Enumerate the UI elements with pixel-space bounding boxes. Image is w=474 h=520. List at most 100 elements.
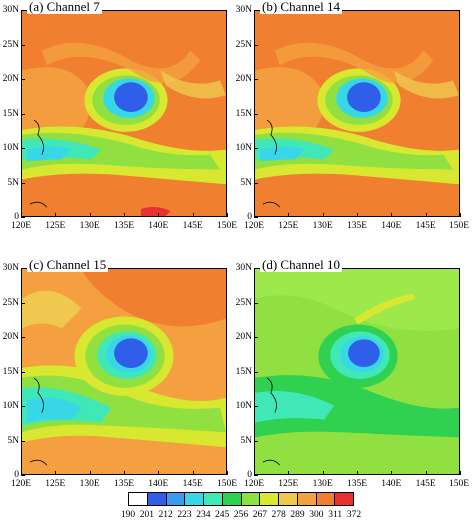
colorbar-swatch (260, 493, 279, 505)
y-tick-label: 5N (7, 177, 19, 188)
x-tick-label: 130E (312, 221, 333, 231)
x-tick-label: 150E (216, 221, 238, 231)
x-tick-label: 120E (243, 479, 265, 489)
y-tick-label: 25N (2, 297, 19, 308)
x-tick (192, 471, 194, 475)
colorbar-label: 201 (139, 510, 154, 520)
x-tick (322, 471, 324, 475)
x-tick-label: 145E (182, 221, 203, 231)
x-tick (158, 471, 160, 475)
y-tick (254, 406, 258, 407)
x-tick (124, 471, 125, 475)
colorbar (128, 492, 354, 506)
colorbar-swatch (297, 493, 317, 505)
y-tick (254, 268, 258, 269)
y-tick (254, 10, 258, 11)
y-tick-label: 10N (235, 143, 252, 153)
x-tick-label: 125E (278, 479, 299, 489)
x-tick (254, 213, 255, 217)
y-tick-label: 5N (240, 435, 252, 446)
y-tick-label: 0 (247, 212, 252, 222)
colorbar-swatch (129, 493, 148, 505)
y-tick (21, 440, 25, 442)
colorbar-swatch (147, 493, 167, 505)
map-channel-10 (254, 268, 460, 475)
panel-c-title: (c) Channel 15 (27, 257, 109, 272)
y-tick-label: 0 (247, 470, 252, 480)
y-tick (21, 475, 25, 476)
colorbar-swatch (279, 493, 298, 505)
colorbar-label: 372 (346, 510, 362, 520)
x-tick (254, 471, 255, 475)
x-tick-label: 135E (113, 221, 135, 231)
x-tick (124, 213, 125, 217)
y-tick-label: 15N (235, 366, 252, 377)
y-tick-label: 25N (2, 39, 19, 50)
x-tick-label: 150E (448, 479, 470, 489)
x-tick (391, 213, 393, 217)
y-tick (21, 10, 25, 11)
y-tick-label: 30N (2, 263, 19, 273)
y-tick-label: 30N (235, 5, 252, 15)
y-tick (21, 371, 25, 373)
y-tick (254, 182, 258, 184)
x-tick-label: 120E (10, 479, 32, 489)
x-tick (357, 471, 358, 475)
x-tick (322, 213, 324, 217)
y-tick-label: 10N (2, 401, 19, 411)
x-tick (192, 213, 194, 217)
y-tick (21, 268, 25, 269)
x-tick (89, 213, 91, 217)
x-tick (21, 471, 22, 475)
x-tick (460, 213, 461, 217)
colorbar-label: 300 (309, 510, 324, 520)
colorbar-swatch (222, 493, 242, 505)
panel-d-title: (d) Channel 10 (260, 257, 342, 272)
map-channel-14 (254, 10, 460, 217)
y-tick-label: 20N (235, 74, 252, 84)
y-tick-label: 5N (240, 177, 252, 188)
y-tick (254, 302, 258, 304)
x-tick-label: 135E (346, 479, 368, 489)
map-channel-7 (21, 10, 227, 217)
y-tick (254, 440, 258, 442)
x-tick-label: 140E (148, 479, 169, 489)
x-tick-label: 120E (10, 221, 32, 231)
y-tick (21, 217, 25, 218)
y-tick-label: 25N (235, 39, 252, 50)
x-tick (21, 213, 22, 217)
panel-b-title: (b) Channel 14 (260, 0, 342, 14)
y-tick-label: 30N (235, 263, 252, 273)
colorbar-label: 223 (177, 510, 192, 520)
y-tick (254, 79, 258, 80)
x-tick-label: 120E (243, 221, 265, 231)
x-tick (158, 213, 160, 217)
colorbar-label: 256 (233, 510, 249, 520)
x-tick-label: 150E (216, 479, 238, 489)
x-tick-label: 130E (312, 479, 333, 489)
colorbar-swatch (166, 493, 186, 505)
y-tick (21, 182, 25, 184)
x-tick (227, 471, 228, 475)
colorbar-label: 289 (290, 510, 305, 520)
x-tick-label: 140E (381, 479, 402, 489)
x-tick (89, 471, 91, 475)
x-tick-label: 135E (113, 479, 135, 489)
colorbar-swatch (185, 493, 204, 505)
x-tick-label: 145E (415, 221, 436, 231)
x-tick (288, 471, 290, 475)
colorbar-label: 234 (196, 510, 211, 520)
y-tick-label: 10N (2, 143, 19, 153)
y-tick-label: 20N (2, 74, 19, 84)
x-tick-label: 125E (278, 221, 299, 231)
x-tick (288, 213, 290, 217)
y-tick-label: 15N (2, 366, 19, 377)
y-tick (21, 79, 25, 80)
y-tick (21, 148, 25, 149)
y-tick-label: 20N (235, 332, 252, 342)
colorbar-label: 278 (271, 510, 286, 520)
colorbar-swatch (241, 493, 261, 505)
y-tick-label: 20N (2, 332, 19, 342)
x-tick-label: 140E (148, 221, 169, 231)
panel-a-title: (a) Channel 7 (27, 0, 102, 14)
